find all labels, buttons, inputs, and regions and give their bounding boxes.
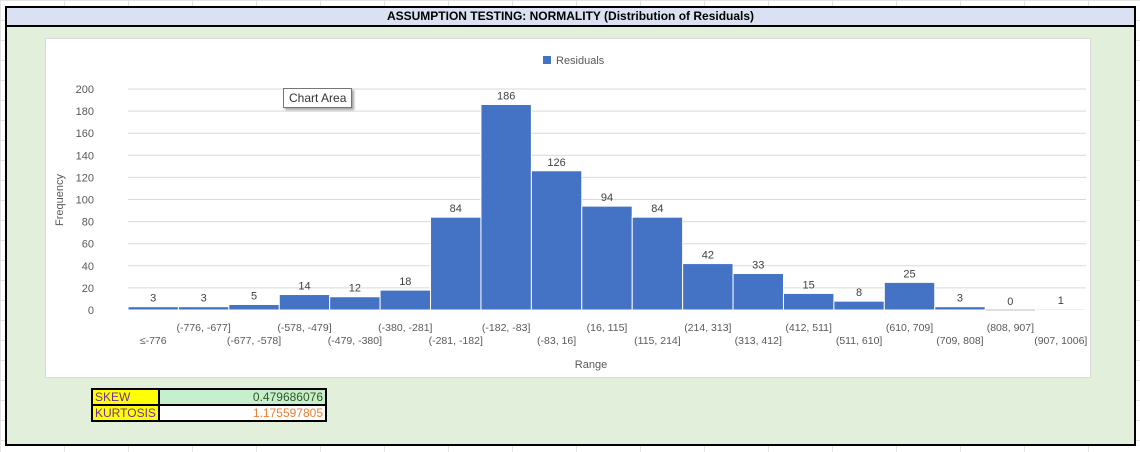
- x-tick-label: ≤-776: [140, 335, 167, 347]
- bar-data-label: 0: [1007, 296, 1013, 308]
- x-axis-title: Range: [575, 359, 607, 371]
- histogram-bar: [480, 103, 532, 311]
- bar-data-label: 42: [702, 250, 714, 262]
- histogram-bar: [127, 306, 179, 311]
- x-tick-label: (-182, -83]: [482, 322, 531, 334]
- bar-data-label: 25: [903, 268, 915, 280]
- histogram-bar: [329, 296, 381, 311]
- histogram-bar: [682, 263, 734, 311]
- y-tick-label: 180: [76, 106, 94, 118]
- x-tick-label: (313, 412]: [735, 335, 782, 347]
- bar-data-label: 84: [651, 203, 663, 215]
- y-tick-label: 40: [82, 261, 94, 273]
- x-tick-label: (709, 808]: [936, 335, 983, 347]
- y-tick-label: 80: [82, 217, 94, 229]
- stats-table: SKEW 0.479686076 KURTOSIS 1.175597805: [91, 388, 327, 422]
- y-tick-label: 100: [76, 195, 94, 207]
- chart-area-tooltip: Chart Area: [283, 88, 353, 108]
- skew-label[interactable]: SKEW: [91, 388, 160, 406]
- x-tick-label: (-776, -677]: [176, 322, 230, 334]
- legend-label: Residuals: [556, 55, 605, 67]
- histogram-bar: [883, 281, 936, 311]
- histogram-bar: [833, 300, 885, 311]
- bar-data-label: 8: [856, 287, 862, 299]
- y-tick-label: 0: [88, 305, 94, 317]
- histogram-bar: [581, 205, 633, 311]
- bar-data-label: 84: [450, 203, 462, 215]
- y-tick-label: 60: [82, 239, 94, 251]
- skew-value[interactable]: 0.479686076: [158, 388, 327, 406]
- bar-data-label: 12: [349, 283, 361, 295]
- x-tick-label: (808, 907]: [987, 322, 1034, 334]
- histogram-bar: [530, 170, 583, 311]
- histogram-bar: [1035, 308, 1087, 311]
- bar-data-label: 14: [298, 281, 310, 293]
- bar-data-label: 1: [1058, 295, 1064, 307]
- x-tick-label: (907, 1006]: [1034, 335, 1087, 347]
- bar-data-label: 94: [601, 192, 613, 204]
- bar-data-label: 3: [957, 293, 963, 305]
- x-tick-label: (214, 313]: [684, 322, 731, 334]
- histogram-chart[interactable]: 020406080100120140160180200Residuals3≤-7…: [46, 39, 1090, 377]
- histogram-bar: [278, 294, 331, 311]
- x-tick-label: (610, 709]: [886, 322, 933, 334]
- kurtosis-value[interactable]: 1.175597805: [158, 404, 327, 422]
- bar-data-label: 15: [803, 279, 815, 291]
- y-tick-label: 140: [76, 150, 94, 162]
- x-tick-label: (115, 214]: [634, 335, 681, 347]
- page-title: ASSUMPTION TESTING: NORMALITY (Distribut…: [5, 6, 1136, 27]
- bar-data-label: 5: [251, 290, 257, 302]
- bar-data-label: 3: [150, 293, 156, 305]
- skew-row: SKEW 0.479686076: [91, 388, 327, 406]
- histogram-bar: [631, 216, 684, 311]
- histogram-bar: [177, 306, 230, 311]
- histogram-bar: [228, 303, 280, 311]
- histogram-bar: [782, 292, 835, 311]
- x-tick-label: (-83, 16]: [537, 335, 576, 347]
- y-tick-label: 200: [76, 84, 94, 96]
- x-tick-label: (16, 115]: [587, 322, 628, 334]
- kurtosis-label[interactable]: KURTOSIS: [91, 404, 160, 422]
- chart-area[interactable]: 0 20 40 60 80 100 120 140 160 180 200 Residuals 3 ≤-7…: [45, 38, 1091, 378]
- histogram-bar: [732, 273, 784, 311]
- y-tick-label: 160: [76, 128, 94, 140]
- x-tick-label: (-380, -281]: [378, 322, 432, 334]
- histogram-bar: [379, 289, 432, 311]
- y-tick-label: 20: [82, 283, 94, 295]
- x-tick-label: (-578, -479]: [277, 322, 331, 334]
- bar-data-label: 186: [497, 90, 515, 102]
- x-tick-label: (-281, -182]: [429, 335, 483, 347]
- legend-swatch: [543, 56, 551, 64]
- x-tick-label: (511, 610]: [836, 335, 883, 347]
- bar-data-label: 18: [399, 276, 411, 288]
- bar-data-label: 33: [752, 260, 764, 272]
- bar-data-label: 126: [547, 157, 565, 169]
- x-tick-label: (-677, -578]: [227, 335, 281, 347]
- y-axis-title: Frequency: [54, 174, 66, 226]
- x-tick-label: (412, 511]: [785, 322, 832, 334]
- x-tick-label: (-479, -380]: [328, 335, 382, 347]
- bar-data-label: 3: [201, 293, 207, 305]
- y-tick-label: 120: [76, 172, 94, 184]
- histogram-bar: [934, 306, 986, 311]
- histogram-bar: [430, 216, 482, 311]
- kurtosis-row: KURTOSIS 1.175597805: [91, 404, 327, 422]
